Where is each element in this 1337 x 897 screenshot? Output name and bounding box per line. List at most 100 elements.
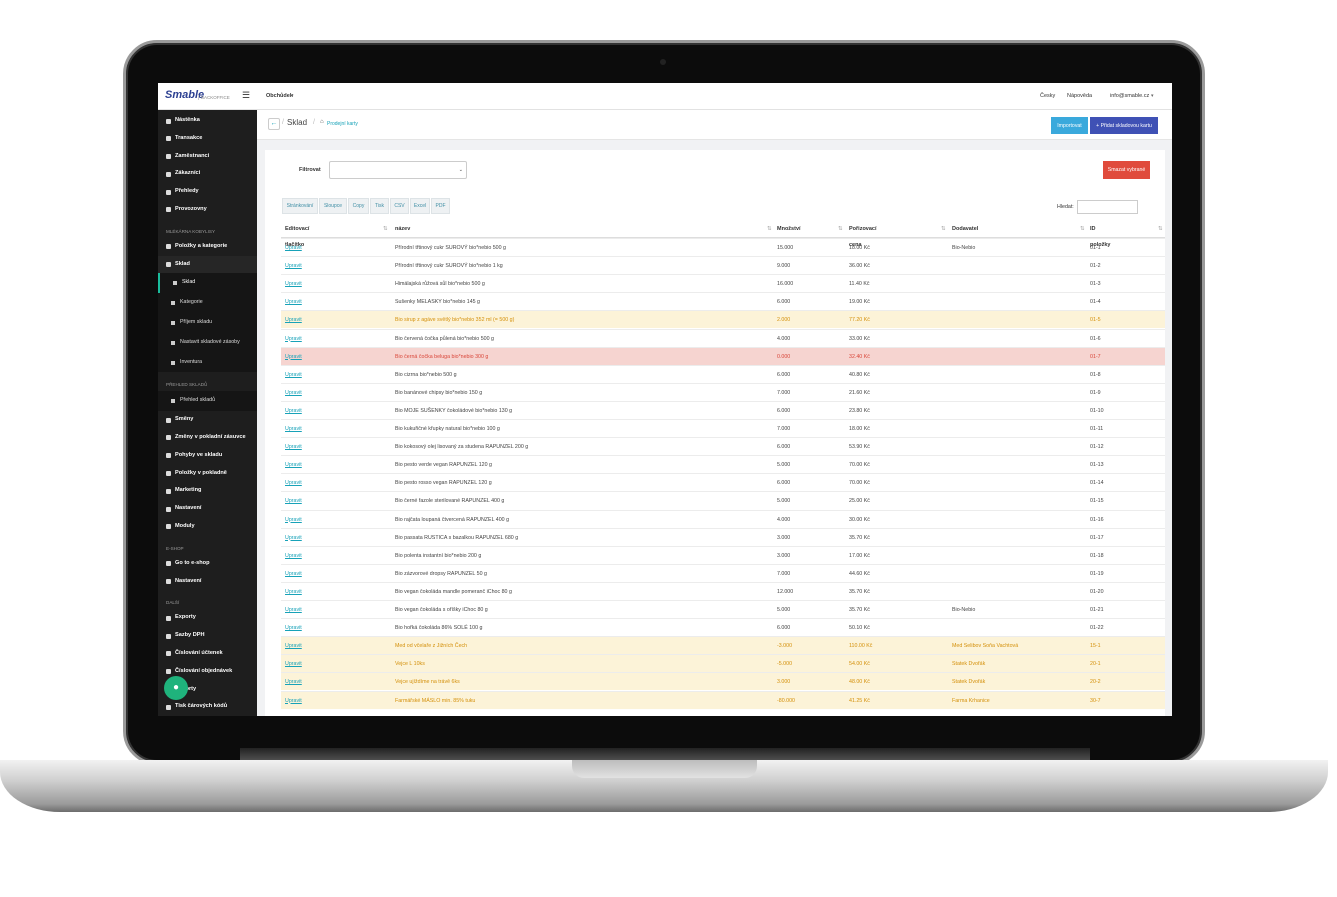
nav-item[interactable]: Tisk čárových kódů [158,698,257,716]
chat-bubble[interactable]: ● [164,676,188,700]
nav-item[interactable]: Pohyby ve skladu [158,447,257,465]
nav-item[interactable]: Zaměstnanci [158,148,257,166]
nav-item[interactable]: Položky a kategorie [158,238,257,256]
toolbar-button[interactable]: CSV [390,198,409,214]
table-cell: Vejce ujíždíme na trávě 6ks [395,679,460,686]
edit-link[interactable]: Upravit [285,317,302,324]
nav-item[interactable]: Přehled skladů [158,391,257,412]
edit-link[interactable]: Upravit [285,263,302,270]
edit-link[interactable]: Upravit [285,588,302,595]
breadcrumb-link[interactable]: Prodejní karty [327,121,358,127]
edit-link[interactable]: Upravit [285,552,302,559]
toolbar-button[interactable]: Stránkování [282,198,318,214]
sort-icon[interactable]: ⇅ [767,226,772,232]
toolbar-button[interactable]: Sloupce [319,198,347,214]
table-row: Upravit Přírodní třtinový cukr SUROVÝ bio… [281,238,1165,256]
divider: / [313,119,315,126]
user-menu[interactable]: info@smable.cz [1110,93,1150,99]
sort-icon[interactable]: ⇅ [1158,226,1163,232]
table-cell: 33.00 Kč [849,335,870,342]
delete-selected-button[interactable]: Smazat vybrané [1103,161,1150,179]
nav-subitem[interactable]: Sklad [158,273,257,294]
edit-link[interactable]: Upravit [285,625,302,632]
import-button[interactable]: Importovat [1051,117,1088,134]
nav-item[interactable]: Položky v pokladně [158,465,257,483]
language[interactable]: Česky [1040,93,1056,99]
edit-link[interactable]: Upravit [285,480,302,487]
home-icon[interactable]: ⌂ [320,119,324,125]
toolbar-button[interactable]: Tisk [370,198,389,214]
sort-icon[interactable]: ⇅ [1080,226,1085,232]
toolbar-button[interactable]: PDF [431,198,450,214]
nav-item[interactable]: Sazby DPH [158,627,257,645]
table-cell: Bio pesto rosso vegan RAPUNZEL 120 g [395,480,492,487]
table-row: Upravit Bio polenta instantní bio*nebio 2… [281,545,1165,564]
edit-link[interactable]: Upravit [285,607,302,613]
edit-link[interactable]: Upravit [285,697,302,704]
table-row: Upravit Bio MOJE SUŠENKY čokoládové bio*n… [281,400,1165,419]
logo[interactable]: Smable [165,89,205,101]
nav-item[interactable]: Go to e-shop [158,555,257,573]
column-header[interactable]: Pořizovací cena [849,226,877,248]
edit-link[interactable]: Upravit [285,389,302,396]
nav-item[interactable]: Provozovny [158,201,257,219]
edit-link[interactable]: Upravit [285,353,302,360]
column-header[interactable]: ID položky [1090,226,1111,248]
column-header[interactable]: Dodavatel [952,226,979,232]
edit-link[interactable]: Upravit [285,462,302,469]
sort-icon[interactable]: ⇅ [941,226,946,232]
edit-link[interactable]: Upravit [285,534,302,541]
edit-link[interactable]: Upravit [285,299,302,306]
menu-toggle[interactable]: ☰ [242,90,251,100]
edit-link[interactable]: Upravit [285,407,302,414]
table-cell: 01-6 [1090,335,1101,342]
nav-subitem[interactable]: Příjem skladu [158,312,257,333]
toolbar-button[interactable]: Copy [348,198,369,214]
edit-link[interactable]: Upravit [285,335,302,342]
nav-item[interactable]: Číslování objednávek [158,663,257,681]
search-input[interactable] [1077,200,1138,214]
edit-link[interactable]: Upravit [285,444,302,451]
help[interactable]: Nápověda [1067,93,1093,99]
sort-icon[interactable]: ⇅ [383,226,388,232]
nav-item[interactable]: Transakce [158,130,257,148]
edit-link[interactable]: Upravit [285,426,302,432]
add-button[interactable]: + Přidat skladovou kartu [1090,117,1158,134]
sort-icon[interactable]: ⇅ [838,226,843,232]
nav-item[interactable]: Zákazníci [158,165,257,183]
edit-link[interactable]: Upravit [285,245,302,251]
nav-item[interactable]: Směny [158,411,257,429]
table-cell: 30-7 [1090,697,1101,704]
edit-link[interactable]: Upravit [285,661,302,668]
nav-item[interactable]: Nastavení [158,500,257,518]
nav-item[interactable]: Moduly [158,518,257,536]
column-header[interactable]: Editovací tlačítko [285,226,310,248]
nav-item[interactable]: Nástěnka [158,112,257,130]
nav-item[interactable]: Nastavení [158,573,257,591]
filter-select[interactable]: ⌄ [329,161,467,179]
edit-link[interactable]: Upravit [285,679,302,686]
nav-subitem[interactable]: Inventura [158,352,257,373]
edit-link[interactable]: Upravit [285,643,302,650]
column-header[interactable]: Množství [777,226,801,232]
table-cell: 20-2 [1090,679,1101,686]
table-cell: 15-1 [1090,643,1101,650]
back-button[interactable]: ← [268,118,280,130]
edit-link[interactable]: Upravit [285,570,302,577]
nav-item[interactable]: Exporty [158,609,257,627]
edit-link[interactable]: Upravit [285,516,302,523]
nav-item[interactable]: Sklad [158,255,257,274]
nav-item[interactable]: Marketing [158,482,257,500]
column-header[interactable]: název [395,226,411,232]
edit-link[interactable]: Upravit [285,498,302,505]
nav-subitem[interactable]: Nastavit skladové zásoby [158,332,257,353]
nav-subitem[interactable]: Kategorie [158,293,257,313]
shop-select[interactable]: Obchůdek [266,93,293,99]
table-cell: 54.00 Kč [849,661,870,668]
nav-item[interactable]: Číslování účtenek [158,645,257,663]
edit-link[interactable]: Upravit [285,371,302,378]
nav-item[interactable]: Změny v pokladní zásuvce [158,429,257,447]
nav-item[interactable]: Přehledy [158,183,257,201]
toolbar-button[interactable]: Excel [410,198,430,214]
edit-link[interactable]: Upravit [285,281,302,288]
